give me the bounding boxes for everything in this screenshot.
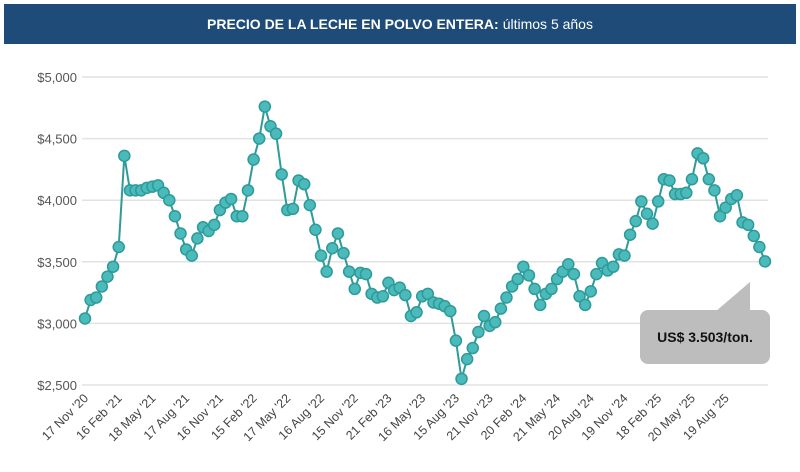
y-tick-label: $3,500: [37, 255, 77, 270]
data-point: [236, 209, 249, 223]
data-point: [168, 209, 182, 223]
data-point: [651, 195, 665, 208]
chart-title-rest: últimos 5 años: [502, 16, 593, 32]
data-point: [320, 265, 333, 278]
data-point: [719, 201, 732, 214]
data-point: [269, 127, 283, 140]
data-point: [106, 260, 120, 273]
data-point: [747, 229, 761, 243]
data-point: [741, 218, 755, 232]
data-point: [101, 270, 114, 283]
y-tick-label: $5,000: [37, 70, 77, 85]
data-point: [89, 291, 103, 304]
data-point: [472, 325, 485, 339]
data-point: [494, 302, 508, 315]
chart-title-bold: PRECIO DE LA LECHE EN POLVO ENTERA:: [207, 16, 499, 32]
data-point: [258, 100, 272, 113]
data-point: [185, 249, 199, 262]
last-value-callout: US$ 3.503/ton.: [640, 310, 770, 364]
data-point: [545, 282, 558, 296]
y-tick-label: $4,500: [37, 132, 77, 147]
chart-title: PRECIO DE LA LECHE EN POLVO ENTERA: últi…: [4, 4, 796, 44]
data-point: [685, 173, 699, 186]
data-point: [578, 298, 592, 312]
data-point: [730, 189, 744, 202]
data-point: [511, 272, 524, 286]
data-point: [696, 152, 710, 165]
data-point: [629, 214, 642, 228]
data-point: [488, 315, 502, 329]
data-point: [208, 218, 221, 232]
data-point: [337, 246, 350, 260]
data-point: [174, 227, 187, 240]
data-point: [635, 195, 648, 208]
data-point: [410, 306, 423, 319]
data-point: [444, 304, 457, 318]
data-point: [163, 193, 176, 207]
last-value-label: US$ 3.503/ton.: [657, 329, 753, 345]
data-point: [348, 282, 362, 296]
data-point: [342, 265, 356, 278]
data-point: [309, 223, 322, 237]
data-point: [78, 312, 92, 325]
data-point: [663, 174, 676, 187]
data-point: [118, 149, 131, 163]
data-point: [376, 290, 390, 303]
data-point: [326, 241, 339, 255]
data-point: [303, 198, 317, 212]
data-point: [680, 186, 693, 200]
data-point: [753, 240, 766, 254]
data-point: [421, 287, 435, 301]
data-point: [522, 269, 536, 282]
data-point: [252, 132, 266, 145]
data-point: [224, 192, 238, 206]
data-point: [533, 298, 547, 312]
data-point: [567, 267, 581, 281]
y-tick-label: $4,000: [37, 193, 77, 208]
data-point: [449, 334, 463, 347]
data-point: [241, 184, 255, 197]
data-point: [477, 309, 491, 323]
data-point: [95, 280, 109, 293]
data-point: [618, 249, 631, 262]
data-point: [247, 153, 260, 166]
data-point: [286, 202, 300, 216]
data-point: [112, 240, 125, 254]
data-point: [708, 184, 721, 197]
data-point: [646, 217, 659, 230]
data-point: [331, 227, 345, 240]
data-point: [460, 352, 474, 366]
y-tick-label: $3,000: [37, 316, 77, 331]
data-point: [640, 207, 654, 221]
data-point: [455, 372, 468, 386]
data-point: [702, 173, 716, 186]
data-point: [191, 232, 204, 245]
data-point: [314, 249, 328, 262]
callout-pointer: [715, 282, 750, 312]
data-point: [517, 260, 530, 273]
data-point: [584, 285, 598, 298]
data-point: [623, 228, 637, 241]
data-point: [590, 267, 603, 281]
data-point: [359, 267, 373, 281]
data-point: [573, 290, 586, 303]
data-point: [297, 177, 311, 191]
data-point: [399, 288, 412, 302]
data-point: [275, 168, 288, 181]
data-point: [562, 258, 575, 271]
data-point: [758, 255, 772, 268]
data-point: [713, 209, 727, 223]
data-point: [500, 291, 513, 304]
y-tick-label: $2,500: [37, 378, 77, 393]
data-point: [466, 341, 480, 355]
data-point: [528, 282, 541, 296]
data-point: [607, 260, 620, 273]
